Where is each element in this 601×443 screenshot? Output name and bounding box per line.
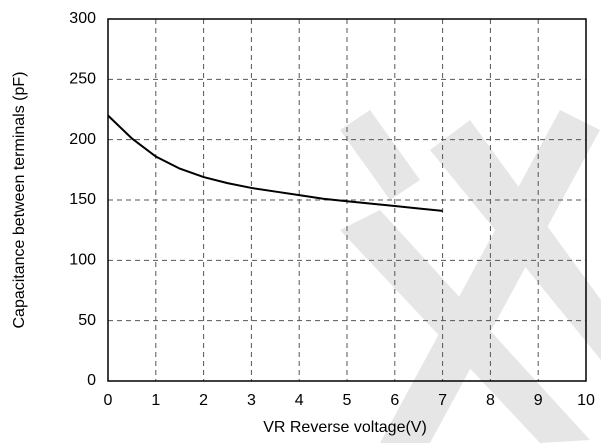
x-tick-label: 8	[486, 392, 495, 409]
x-tick-label: 2	[199, 392, 208, 409]
x-tick-label: 6	[390, 392, 399, 409]
watermark-stroke	[340, 110, 420, 200]
x-tick-label: 0	[104, 392, 113, 409]
y-tick-label: 100	[69, 252, 96, 269]
x-tick-label: 1	[151, 392, 160, 409]
y-tick-label: 200	[69, 131, 96, 148]
plot-frame	[107, 18, 587, 382]
y-axis-label: Capacitance between terminals (pF)	[11, 71, 28, 328]
x-tick-label: 9	[534, 392, 543, 409]
data-line	[107, 114, 443, 212]
x-axis-label: VR Reverse voltage(V)	[263, 419, 427, 436]
y-tick-label: 150	[69, 191, 96, 208]
x-tick-label: 7	[438, 392, 447, 409]
y-tick-label: 0	[87, 372, 96, 389]
y-tick-label: 250	[69, 71, 96, 88]
x-tick-label: 3	[247, 392, 256, 409]
watermark	[340, 110, 601, 443]
x-tick-label: 5	[343, 392, 352, 409]
watermark-stroke	[380, 110, 600, 443]
y-tick-label: 300	[69, 10, 96, 27]
x-tick-label: 4	[295, 392, 304, 409]
y-tick-label: 50	[78, 312, 96, 329]
x-tick-label: 10	[577, 392, 595, 409]
